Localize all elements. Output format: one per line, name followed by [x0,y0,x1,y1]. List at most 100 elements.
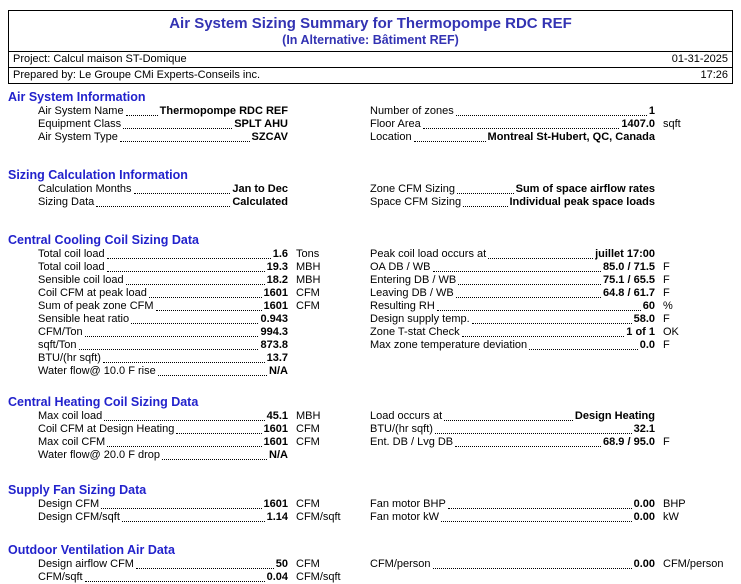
row-value: 64.8 / 61.7 [603,287,655,299]
row-value: Calculated [232,196,288,208]
row-main: Calculation Months Jan to Dec [38,183,288,196]
data-row: Design supply temp. 58.0 F [370,313,733,326]
dotted-leader [488,248,594,259]
row-main: Design supply temp. 58.0 [370,313,655,326]
row-label: BTU/(hr sqft) [38,352,101,364]
dotted-leader [455,436,601,447]
data-row: Fan motor BHP 0.00 BHP [370,498,733,511]
dotted-leader [106,261,265,272]
row-label: Leaving DB / WB [370,287,454,299]
row-value: Jan to Dec [232,183,288,195]
data-row: Design airflow CFM 50 CFM [38,558,358,571]
row-label: Max zone temperature deviation [370,339,528,351]
row-label: Entering DB / WB [370,274,457,286]
data-row: Design CFM 1601 CFM [38,498,358,511]
data-row: Space CFM Sizing Individual peak space lo… [370,196,733,209]
row-value: 873.8 [260,339,288,351]
data-row: Resulting RH 60% [370,300,733,313]
row-main: CFM/sqft 0.04 [38,571,288,584]
data-row: Zone T-stat Check 1 of 1 OK [370,326,733,339]
section-title: Outdoor Ventilation Air Data [8,543,175,557]
section-title: Central Cooling Coil Sizing Data [8,233,199,247]
row-main: Sum of peak zone CFM 1601 [38,300,288,313]
dotted-leader [529,339,638,350]
section-column-right: Peak coil load occurs at juillet 17:00 OA … [370,248,733,352]
data-row: Calculation Months Jan to Dec [38,183,358,196]
row-value: SPLT AHU [234,118,288,130]
row-unit [288,105,358,118]
dotted-leader [104,410,265,421]
row-label: Air System Type [38,131,118,143]
row-label: Max coil load [38,410,103,422]
report-section: Air System Information Air System Name The… [8,90,733,144]
row-label: OA DB / WB [370,261,431,273]
row-unit [288,449,358,462]
section-column-right: CFM/person 0.00 CFM/person [370,558,733,571]
dotted-leader [96,196,231,207]
row-main: sqft/Ton 873.8 [38,339,288,352]
row-label: Design supply temp. [370,313,470,325]
row-main: Floor Area 1407.0 [370,118,655,131]
row-main: Max coil load 45.1 [38,410,288,423]
data-row: Max zone temperature deviation 0.0 F [370,339,733,352]
data-row: Coil CFM at Design Heating 1601 CFM [38,423,358,436]
row-label: CFM/Ton [38,326,83,338]
data-row: Design CFM/sqft 1.14 CFM/sqft [38,511,358,524]
data-row: Ent. DB / Lvg DB 68.9 / 95.0 F [370,436,733,449]
row-value: 45.1 [266,410,288,422]
data-row: Sum of peak zone CFM 1601 CFM [38,300,358,313]
dotted-leader [471,313,632,324]
row-label: Total coil load [38,248,105,260]
row-label: Water flow@ 20.0 F drop [38,449,161,461]
row-main: Ent. DB / Lvg DB 68.9 / 95.0 [370,436,655,449]
report-sections: Air System Information Air System Name The… [8,90,733,584]
data-row: Entering DB / WB 75.1 / 65.5 F [370,274,733,287]
row-main: Leaving DB / WB 64.8 / 61.7 [370,287,655,300]
row-unit: F [663,339,670,351]
row-main: Max zone temperature deviation 0.0 [370,339,655,352]
row-main: Water flow@ 20.0 F drop N/A [38,449,288,462]
row-main: Sensible coil load 18.2 [38,274,288,287]
data-row: BTU/(hr sqft) 13.7 [38,352,358,365]
report-section: Central Heating Coil Sizing Data Max coil… [8,395,733,462]
row-label: Design CFM/sqft [38,511,120,523]
row-main: Air System Name Thermopompe RDC REF [38,105,288,118]
row-unit: sqft [663,118,681,130]
row-value: 1601 [263,300,288,312]
row-unit: Tons [296,248,320,260]
row-main: Zone T-stat Check 1 of 1 [370,326,655,339]
data-row: Sizing Data Calculated [38,196,358,209]
row-label: Number of zones [370,105,454,117]
dotted-leader [133,183,231,194]
row-label: Floor Area [370,118,421,130]
dotted-leader [121,511,265,522]
row-unit [655,423,733,436]
data-row: Fan motor kW 0.00 kW [370,511,733,524]
row-value: 994.3 [260,326,288,338]
data-row: Max coil load 45.1 MBH [38,410,358,423]
data-row: Load occurs at Design Heating [370,410,733,423]
row-main: Location Montreal St-Hubert, QC, Canada [370,131,655,144]
data-row: Water flow@ 10.0 F rise N/A [38,365,358,378]
dotted-leader [461,326,625,337]
row-label: Location [370,131,412,143]
row-unit [288,339,358,352]
row-value: 50 [275,558,288,570]
data-row: Air System Name Thermopompe RDC REF [38,105,358,118]
dotted-leader [444,410,573,421]
dotted-leader [456,183,514,194]
data-row: Air System Type SZCAV [38,131,358,144]
section-columns: Air System Name Thermopompe RDC REF Equipm… [8,105,733,144]
row-value: Sum of space airflow rates [515,183,655,195]
row-label: Sum of peak zone CFM [38,300,154,312]
row-main: Resulting RH 60 [370,300,655,313]
data-row: CFM/sqft 0.04 CFM/sqft [38,571,358,584]
row-value: 19.3 [266,261,288,273]
row-main: Fan motor kW 0.00 [370,511,655,524]
data-row: Peak coil load occurs at juillet 17:00 [370,248,733,261]
row-main: Equipment Class SPLT AHU [38,118,288,131]
row-unit: CFM/sqft [296,511,341,523]
row-label: Fan motor BHP [370,498,446,510]
row-unit: F [663,274,670,286]
